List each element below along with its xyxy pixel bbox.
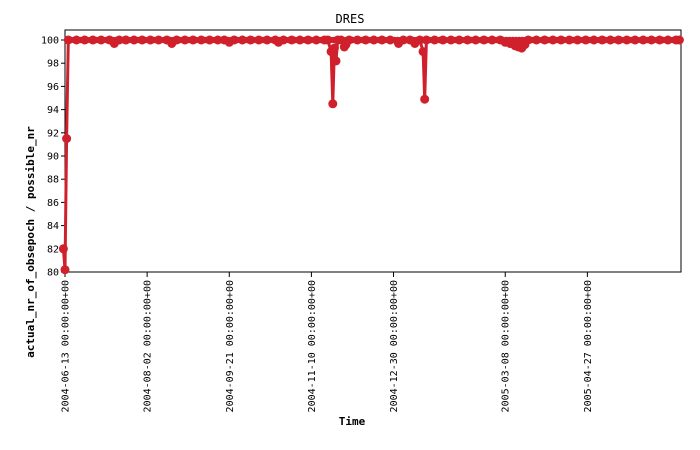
y-tick-label: 80 xyxy=(47,268,59,279)
data-point xyxy=(237,35,247,45)
data-point xyxy=(622,35,632,45)
y-tick-label: 82 xyxy=(47,244,59,255)
y-tick-label: 94 xyxy=(47,105,59,116)
x-tick-label: 2004-06-13 00:00:00+00 xyxy=(61,280,72,412)
data-series xyxy=(58,35,684,275)
data-point xyxy=(229,35,239,45)
data-point xyxy=(377,35,387,45)
data-point xyxy=(114,35,124,45)
data-point xyxy=(196,35,206,45)
data-point xyxy=(430,35,440,45)
y-tick-label: 88 xyxy=(47,175,59,186)
data-point xyxy=(479,35,489,45)
data-point xyxy=(638,35,648,45)
data-point xyxy=(487,35,497,45)
data-point xyxy=(60,265,70,275)
y-tick-label: 86 xyxy=(47,198,59,209)
data-point xyxy=(180,35,190,45)
data-point xyxy=(614,35,624,45)
x-tick-label: 2005-03-08 00:00:00+00 xyxy=(501,280,512,412)
x-tick-label: 2004-11-10 00:00:00+00 xyxy=(307,280,318,412)
plot-area xyxy=(64,29,682,273)
data-point xyxy=(96,35,106,45)
data-point xyxy=(331,56,341,66)
data-point xyxy=(564,35,574,45)
y-tick-label: 90 xyxy=(47,152,59,163)
data-point xyxy=(471,35,481,45)
data-point xyxy=(556,35,566,45)
x-tick-label: 2004-09-21 00:00:00+00 xyxy=(225,280,236,412)
data-point xyxy=(328,99,338,109)
data-point xyxy=(188,35,198,45)
data-point xyxy=(573,35,582,45)
data-point xyxy=(540,35,550,45)
data-point xyxy=(72,35,81,45)
x-tick-label: 2004-12-30 00:00:00+00 xyxy=(389,280,400,412)
data-point xyxy=(145,35,155,45)
data-point xyxy=(205,35,215,45)
data-point xyxy=(80,35,90,45)
x-tick-label: 2004-08-02 00:00:00+00 xyxy=(143,280,154,412)
data-point xyxy=(646,35,656,45)
chart-title: DRES xyxy=(336,12,365,26)
data-point xyxy=(323,35,333,45)
data-point xyxy=(385,35,395,45)
y-tick-label: 96 xyxy=(47,82,59,93)
data-point xyxy=(674,35,684,45)
data-point xyxy=(311,35,321,45)
data-point xyxy=(523,35,533,45)
data-point xyxy=(597,35,607,45)
data-point xyxy=(295,35,305,45)
data-point xyxy=(129,35,139,45)
x-axis: 2004-06-13 00:00:00+00 2004-08-02 00:00:0… xyxy=(61,272,594,412)
data-point xyxy=(420,94,430,104)
data-point xyxy=(655,35,665,45)
data-point xyxy=(246,35,256,45)
data-point xyxy=(352,35,362,45)
data-point xyxy=(63,35,73,45)
data-point xyxy=(454,35,464,45)
data-point xyxy=(605,35,615,45)
data-point xyxy=(121,35,131,45)
data-point xyxy=(303,35,313,45)
data-point xyxy=(344,35,354,45)
x-axis-label: Time xyxy=(339,415,366,428)
data-point xyxy=(369,35,379,45)
data-point xyxy=(398,35,408,45)
data-point xyxy=(663,35,673,45)
data-point xyxy=(329,43,339,53)
data-point xyxy=(137,35,147,45)
data-point xyxy=(172,35,182,45)
data-point xyxy=(262,35,272,45)
data-point xyxy=(446,35,456,45)
y-tick-label: 98 xyxy=(47,59,59,70)
data-point xyxy=(531,35,541,45)
data-point xyxy=(58,244,68,254)
data-point xyxy=(415,35,425,45)
y-tick-label: 84 xyxy=(47,221,59,232)
data-point xyxy=(463,35,472,45)
data-point xyxy=(589,35,599,45)
data-point xyxy=(421,35,431,45)
y-axis: 80 82 84 86 88 90 92 94 96 98 100 xyxy=(41,36,65,279)
data-point xyxy=(418,47,428,57)
data-point xyxy=(154,35,164,45)
data-point xyxy=(548,35,558,45)
data-point xyxy=(213,35,223,45)
data-point xyxy=(254,35,264,45)
data-point xyxy=(630,35,640,45)
x-tick-label: 2005-04-27 00:00:00+00 xyxy=(583,280,594,412)
data-point xyxy=(279,35,288,45)
y-axis-label: actual_nr_of_obsepoch / possible_nr xyxy=(24,126,37,358)
y-tick-label: 100 xyxy=(41,36,59,47)
data-point xyxy=(88,35,98,45)
data-point xyxy=(438,35,448,45)
data-point xyxy=(361,35,371,45)
data-point xyxy=(62,134,72,144)
y-tick-label: 92 xyxy=(47,128,59,139)
data-point xyxy=(581,35,591,45)
data-point xyxy=(287,35,297,45)
